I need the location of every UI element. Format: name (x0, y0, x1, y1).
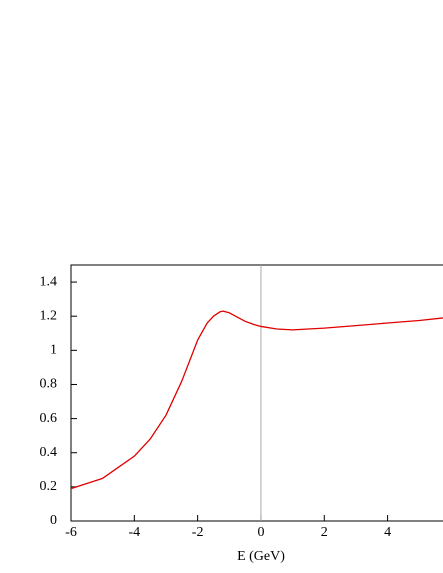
x-tick-label: 0 (257, 525, 264, 540)
data-line (70, 310, 443, 490)
x-tick-label: 4 (384, 525, 391, 540)
y-tick-label: 0.8 (40, 377, 58, 392)
x-axis-label: E (GeV) (237, 549, 285, 564)
y-tick-label: 0 (50, 513, 57, 528)
y-tick-label: 0.6 (40, 411, 58, 426)
y-tick-label: 0.2 (40, 479, 58, 494)
x-tick-label: 2 (321, 525, 328, 540)
x-tick-label: -2 (192, 525, 204, 540)
frame (70, 264, 443, 522)
y-tick-label: 1.2 (40, 308, 58, 323)
x-tick-label: -6 (65, 525, 77, 540)
y-tick-label: 1.4 (40, 274, 58, 289)
y-tick-label: 1 (50, 343, 57, 358)
y-tick-label: 0.4 (40, 445, 58, 460)
x-tick-label: -4 (128, 525, 140, 540)
